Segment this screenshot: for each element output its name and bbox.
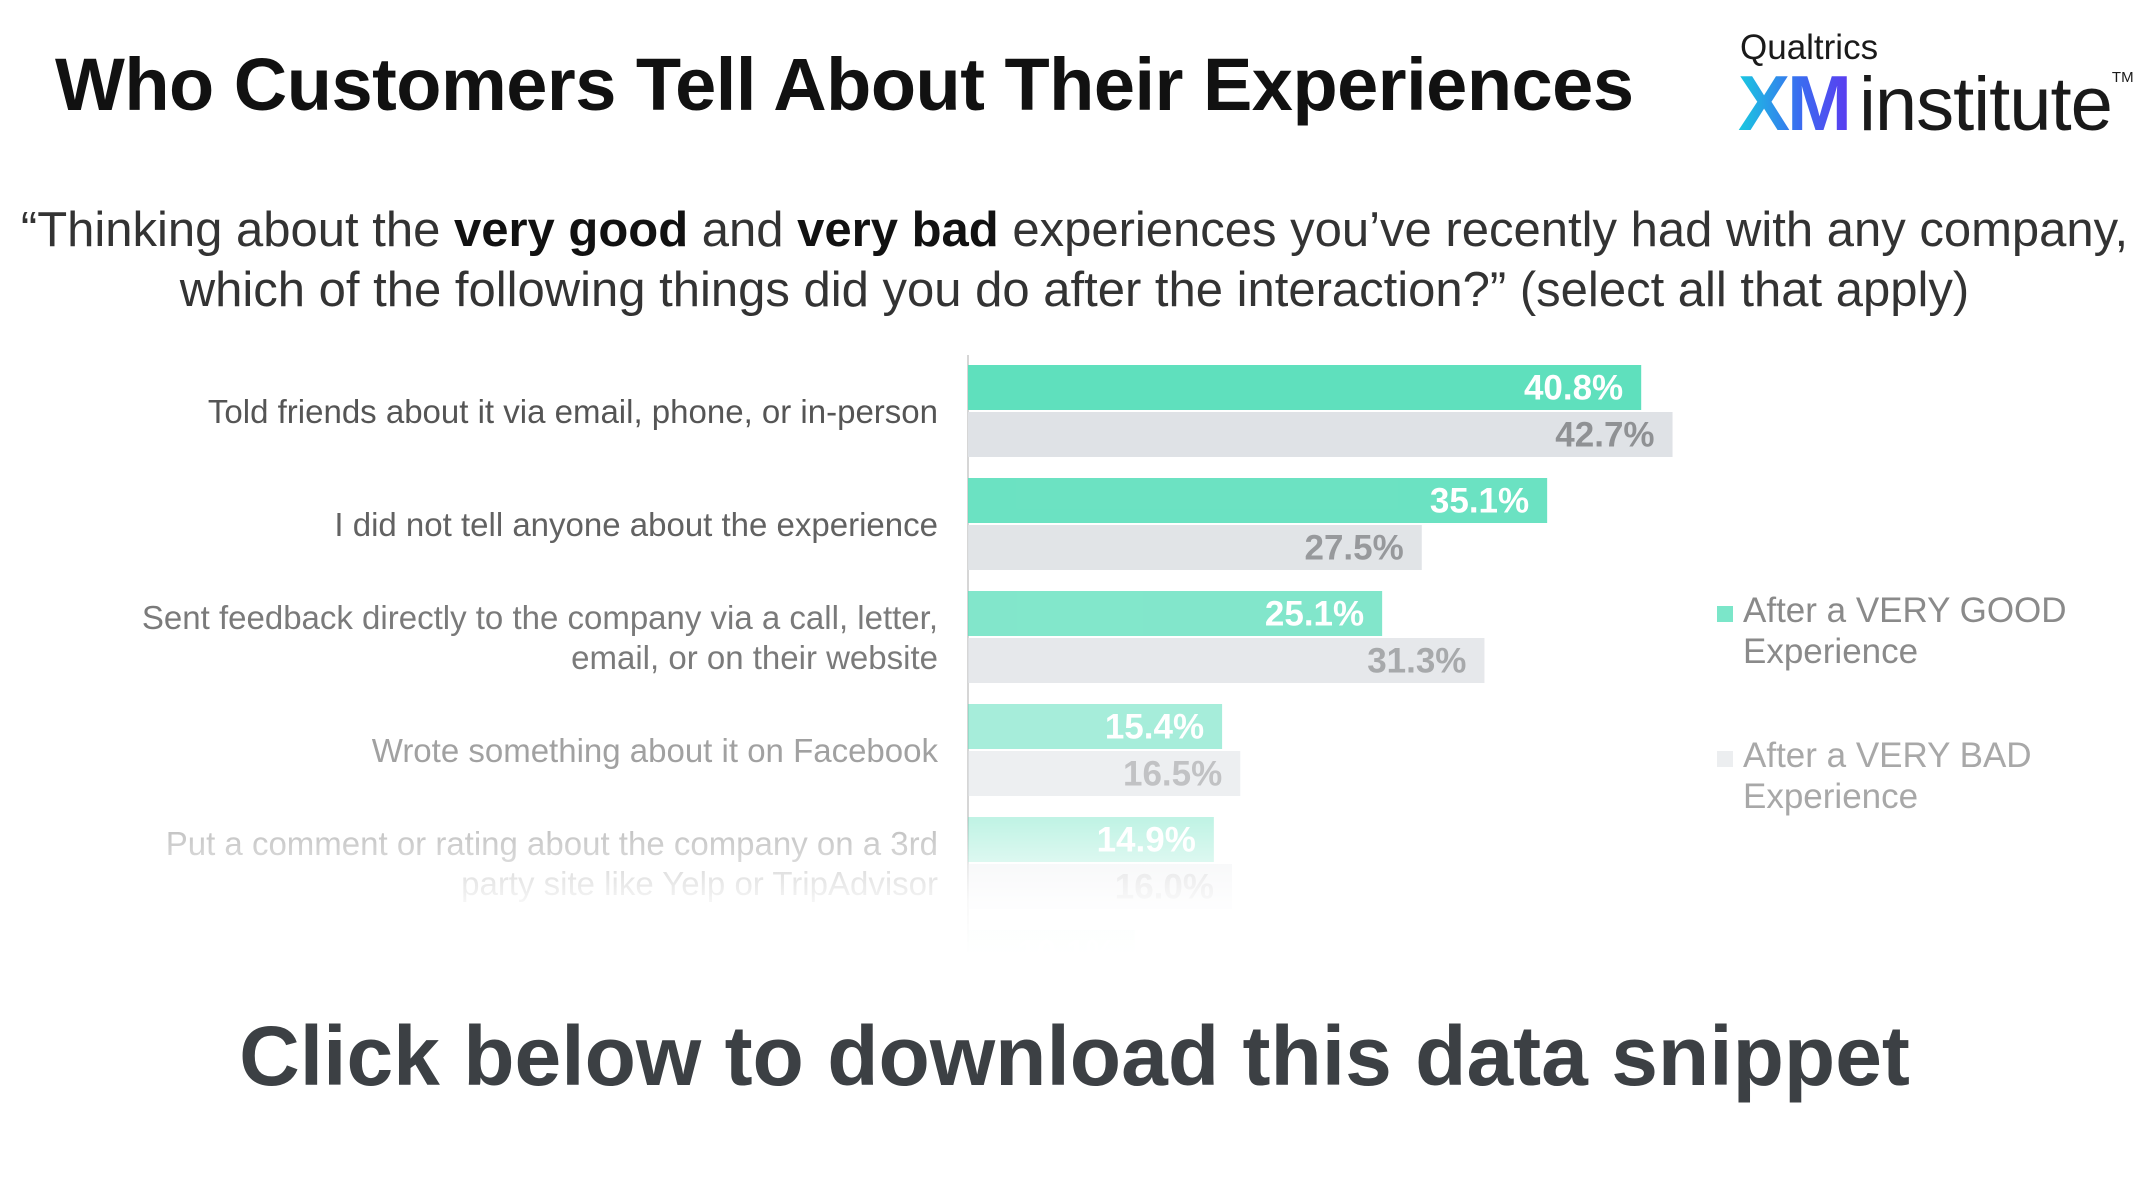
bar-group: Wrote something about it on Twitter 10.1% [420,930,1135,995]
bar-very-good [968,365,1642,410]
question-text-2: and [688,203,798,257]
bar-group: Put a comment or rating about the compan… [166,817,1232,909]
value-label-very-good: 25.1% [1265,595,1364,634]
question-text-1: “Thinking about the [20,203,454,257]
question-bold-very-good: very good [453,203,689,257]
bar-very-good [968,478,1548,523]
legend-label-good-line2: Experience [1743,632,1919,671]
bar-very-good [968,704,1223,749]
bar-very-good [968,591,1383,636]
value-label-very-bad: 31.3% [1367,642,1466,681]
category-label: Wrote something about it on Twitter [420,958,938,995]
category-label: party site like Yelp or TripAdvisor [461,865,938,902]
value-label-very-good: 15.4% [1105,708,1204,747]
legend-label-bad-line1: After a VERY BAD [1743,736,2032,775]
survey-question: “Thinking about the very good and very b… [20,200,2129,320]
value-label-very-bad: 27.5% [1305,529,1404,568]
bar-group: Sent feedback directly to the company vi… [142,591,1485,683]
legend-label-bad: After a VERY BAD Experience [1743,735,2032,817]
page-title: Who Customers Tell About Their Experienc… [55,43,1634,126]
question-text-3: experiences you’ve recently had with any… [179,203,2129,317]
bar-group: Told friends about it via email, phone, … [208,365,1673,457]
bar-very-bad [968,525,1422,570]
category-label: Put a comment or rating about the compan… [166,825,938,862]
logo-qualtrics-text: Qualtrics [1740,28,1879,67]
bar-very-bad [968,412,1673,457]
value-label-very-good: 14.9% [1097,821,1196,860]
value-label-very-good: 40.8% [1524,369,1623,408]
download-cta[interactable]: Click below to download this data snippe… [239,1009,1910,1103]
xm-institute-logo[interactable]: Qualtrics XM instituteTM [1738,28,2134,143]
category-label: Sent feedback directly to the company vi… [142,599,938,636]
category-label: Wrote something about it on Facebook [372,732,939,769]
bar-very-bad [968,638,1485,683]
bar-group: Wrote something about it on Facebook 15.4… [372,704,1241,796]
category-label: I did not tell anyone about the experien… [334,506,938,543]
value-label-very-bad: 16.5% [1123,755,1222,794]
value-label-very-bad: 16.0% [1115,868,1214,907]
legend-label-good-line1: After a VERY GOOD [1743,591,2067,630]
category-label: email, or on their website [571,639,938,676]
logo-institute-text: institute [1859,62,2113,147]
bar-very-bad [968,751,1241,796]
legend-label-bad-line2: Experience [1743,777,1919,816]
legend-label-good: After a VERY GOOD Experience [1743,590,2067,672]
question-bold-very-bad: very bad [797,203,999,257]
logo-wordmark: XM instituteTM [1738,64,2134,143]
value-label-very-good: 10.1% [1017,934,1116,973]
legend-swatch-bad [1717,751,1733,767]
logo-xm-text: XM [1738,59,1852,147]
bar-group: I did not tell anyone about the experien… [334,478,1548,570]
legend-swatch-good [1717,606,1733,622]
value-label-very-bad: 42.7% [1555,416,1654,455]
category-label: Told friends about it via email, phone, … [208,393,938,430]
logo-trademark: TM [2111,69,2134,86]
value-label-very-good: 35.1% [1430,482,1529,521]
bar-chart: Told friends about it via email, phone, … [142,355,1673,995]
